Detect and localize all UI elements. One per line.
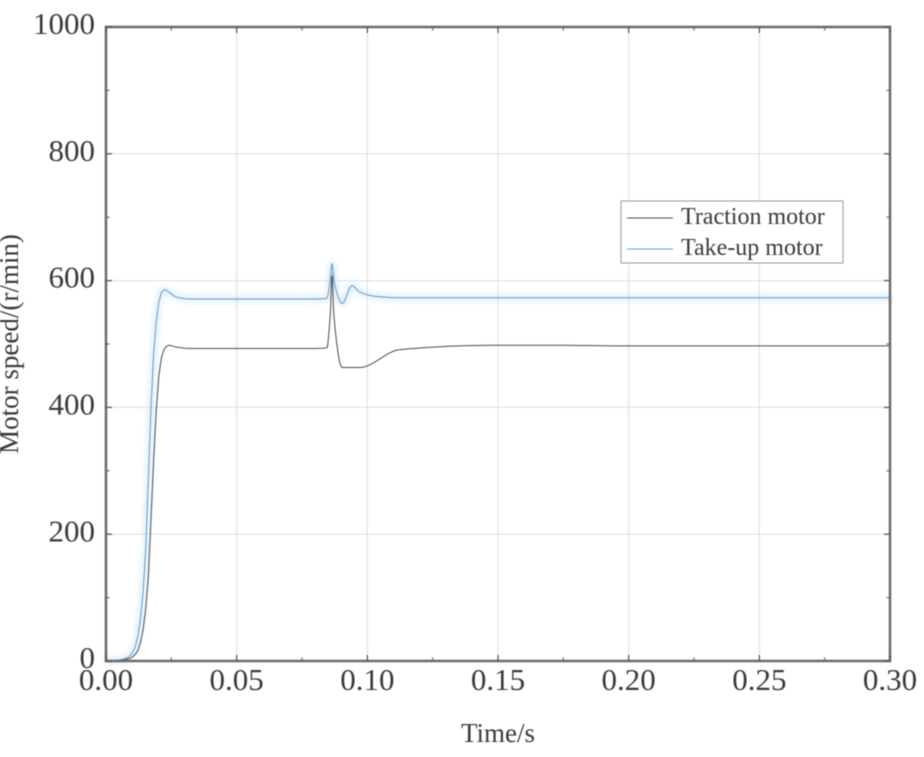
svg-text:1000: 1000 — [33, 6, 95, 41]
svg-text:Motor speed/(r/min): Motor speed/(r/min) — [0, 234, 24, 454]
svg-text:800: 800 — [49, 133, 96, 168]
svg-text:0.25: 0.25 — [732, 662, 786, 697]
svg-text:0.30: 0.30 — [863, 662, 917, 697]
svg-text:0.20: 0.20 — [602, 662, 656, 697]
svg-text:Time/s: Time/s — [461, 718, 535, 748]
svg-text:0.15: 0.15 — [471, 662, 525, 697]
svg-text:0.00: 0.00 — [79, 662, 133, 697]
svg-text:0.05: 0.05 — [210, 662, 264, 697]
svg-text:600: 600 — [49, 260, 96, 295]
svg-text:400: 400 — [49, 387, 96, 422]
svg-text:0.10: 0.10 — [340, 662, 394, 697]
svg-text:200: 200 — [49, 513, 96, 548]
svg-text:Traction motor: Traction motor — [681, 204, 825, 230]
svg-text:Take-up motor: Take-up motor — [681, 235, 823, 261]
